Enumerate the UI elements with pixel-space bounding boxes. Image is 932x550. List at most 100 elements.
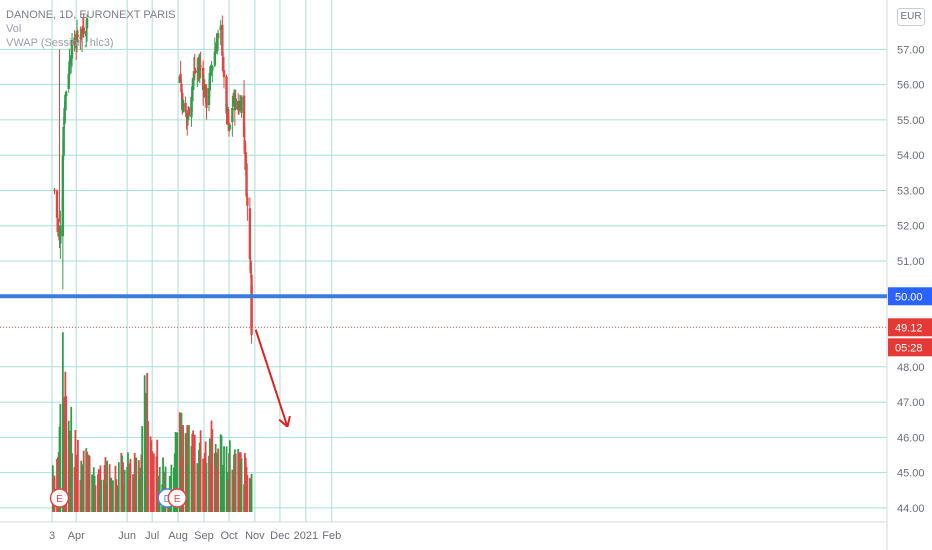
candle-body (226, 108, 230, 125)
volume-bar (170, 464, 173, 512)
candle-body (82, 27, 85, 34)
candle-body (242, 95, 246, 137)
volume-bar (193, 434, 196, 512)
candle-body (198, 65, 201, 71)
candle-body (75, 31, 79, 43)
volume-bar (182, 425, 184, 512)
volume-bar (220, 435, 223, 512)
candle-body (231, 99, 235, 106)
price-tick-label: 52.00 (897, 221, 925, 233)
volume-bar (59, 404, 62, 512)
candle-body (59, 225, 62, 244)
volume-bar (228, 440, 231, 512)
volume-bar (88, 456, 91, 512)
candle-body (64, 94, 67, 110)
volume-bar (123, 469, 126, 512)
time-tick-label: Sep (194, 530, 214, 542)
volume-bar (141, 426, 144, 512)
volume-bar (94, 485, 97, 512)
volume-bar (250, 473, 253, 512)
candle-body (67, 73, 70, 89)
price-tag-50 (888, 287, 932, 306)
price-tick-label: 51.00 (897, 256, 925, 268)
price-tick-label: 53.00 (897, 185, 925, 197)
volume-bar (188, 425, 190, 512)
event-marker (167, 488, 187, 508)
candle-body (245, 163, 248, 197)
time-tick-label: Feb (322, 530, 341, 542)
volume-bar (176, 432, 179, 512)
candle-body (221, 56, 225, 71)
volume-bar (147, 421, 149, 512)
candle-body (57, 227, 60, 232)
candle-body (211, 65, 214, 71)
candle-body (237, 100, 240, 110)
candle-body (209, 65, 212, 73)
candle-body (196, 70, 199, 73)
event-marker (49, 488, 70, 508)
time-tick-label: Jun (118, 530, 136, 542)
candle-body (216, 38, 219, 51)
countdown-label: 05:28 (895, 342, 923, 354)
volume-bar (117, 462, 120, 512)
time-tick-label: 3 (49, 530, 55, 542)
volume-bar (65, 396, 68, 512)
candle-body (184, 103, 187, 112)
candle-body (248, 208, 252, 260)
time-tick-label: Dec (270, 530, 290, 542)
volume-bar (106, 460, 109, 512)
candle-body (85, 18, 89, 29)
candle-body (62, 127, 65, 156)
candle-body (63, 108, 66, 124)
volume-bar (199, 430, 202, 512)
volume-bar (71, 453, 73, 512)
event-marker-label: E (174, 494, 181, 505)
candle-body (64, 91, 68, 96)
volume-bar (135, 457, 138, 512)
event-marker-label: D (164, 494, 171, 505)
candle-body (181, 100, 185, 113)
volume-bar (223, 446, 225, 512)
last-price-label: 49.12 (895, 322, 923, 334)
volume-bar (76, 439, 79, 512)
candle-body (231, 107, 234, 123)
candle-body (250, 285, 253, 328)
candle-body (61, 197, 65, 237)
volume-bar (112, 480, 114, 512)
countdown-tag (888, 338, 932, 357)
candle-body (243, 140, 247, 155)
candle-body (207, 88, 211, 105)
time-tick-label: Aug (168, 530, 188, 542)
event-marker-label: E (56, 494, 63, 505)
volume-bar (129, 458, 132, 512)
chart-legend: DANONE, 1D, EURONEXT PARIS Vol VWAP (Ses… (6, 8, 176, 50)
volume-bar (108, 464, 111, 512)
candle-body (76, 34, 80, 37)
candle-body (85, 31, 88, 37)
volume-bar (158, 467, 161, 512)
candle-body (216, 33, 220, 39)
volume-bar (144, 392, 147, 512)
price-tick-label: 56.00 (897, 80, 925, 92)
candle-body (246, 197, 249, 206)
currency-button[interactable]: EUR (897, 8, 925, 26)
price-tick-label: 55.00 (897, 115, 925, 127)
arrow-annotation (254, 329, 289, 428)
candle-body (75, 44, 78, 46)
candle-body (193, 67, 196, 74)
time-tick-label: Apr (68, 530, 85, 542)
candle-body (196, 67, 200, 69)
price-tick-label: 46.00 (897, 432, 925, 444)
candle-body (197, 69, 201, 72)
candle-body (214, 48, 217, 54)
candle-body (68, 60, 71, 75)
time-tick-label: Jul (145, 530, 159, 542)
candle-body (191, 86, 194, 98)
candle-body (221, 24, 224, 56)
candle-body (228, 125, 232, 130)
candle-body (234, 98, 237, 110)
candle-body (187, 107, 191, 116)
candle-body (179, 74, 182, 81)
